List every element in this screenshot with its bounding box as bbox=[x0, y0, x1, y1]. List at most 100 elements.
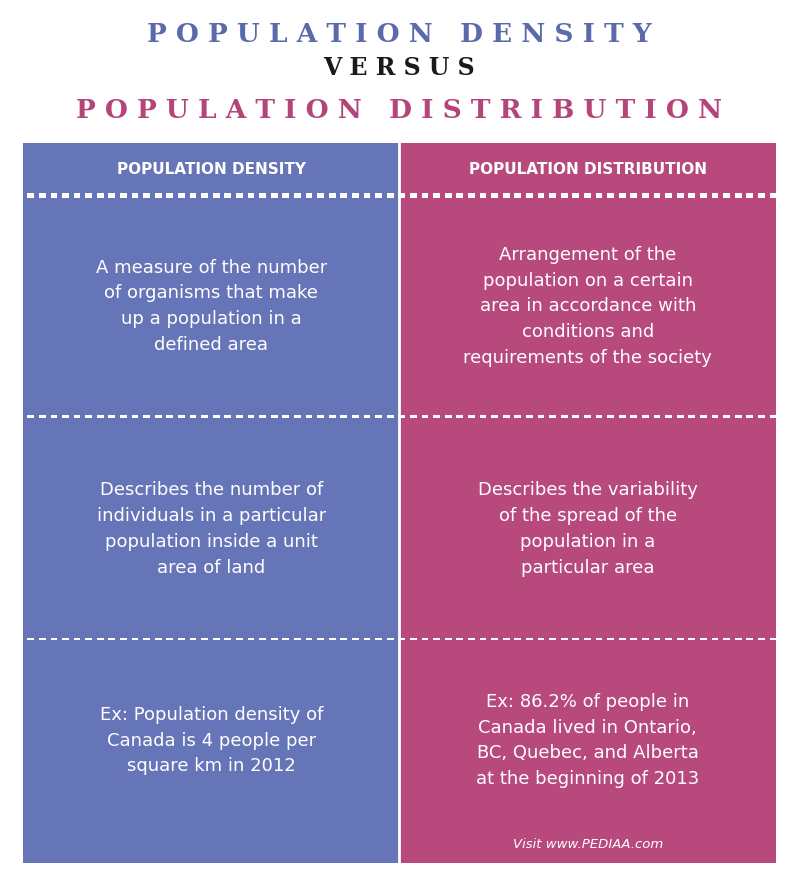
Bar bbox=[201, 638, 208, 643]
Bar bbox=[618, 638, 626, 643]
Bar bbox=[607, 193, 614, 197]
Bar bbox=[259, 193, 266, 197]
Text: POPULATION DISTRIBUTION: POPULATION DISTRIBUTION bbox=[469, 162, 707, 176]
Bar bbox=[364, 416, 371, 420]
Bar bbox=[630, 638, 637, 643]
Bar bbox=[294, 638, 300, 643]
Bar bbox=[189, 416, 197, 420]
Bar bbox=[479, 416, 487, 420]
Bar bbox=[746, 416, 753, 420]
Bar bbox=[400, 143, 777, 195]
Bar bbox=[23, 143, 400, 195]
Bar bbox=[50, 638, 58, 643]
Bar bbox=[572, 193, 579, 197]
Bar bbox=[340, 416, 348, 420]
Bar bbox=[213, 416, 220, 420]
Bar bbox=[491, 193, 498, 197]
Bar bbox=[468, 193, 475, 197]
Bar bbox=[23, 640, 400, 863]
Bar bbox=[364, 638, 371, 643]
Bar bbox=[189, 193, 197, 197]
Bar bbox=[109, 416, 115, 420]
Bar bbox=[400, 417, 777, 640]
Bar bbox=[27, 638, 34, 643]
Bar bbox=[549, 638, 556, 643]
Text: P O P U L A T I O N   D I S T R I B U T I O N: P O P U L A T I O N D I S T R I B U T I … bbox=[77, 99, 722, 123]
Bar bbox=[456, 193, 463, 197]
Bar bbox=[746, 638, 753, 643]
Bar bbox=[479, 193, 487, 197]
Bar bbox=[236, 638, 243, 643]
Text: V E R S U S: V E R S U S bbox=[324, 56, 475, 80]
Bar bbox=[132, 416, 138, 420]
Bar bbox=[189, 638, 197, 643]
Bar bbox=[317, 638, 324, 643]
Bar bbox=[283, 638, 289, 643]
Text: P O P U L A T I O N   D E N S I T Y: P O P U L A T I O N D E N S I T Y bbox=[147, 23, 652, 47]
Bar bbox=[595, 638, 602, 643]
Bar bbox=[618, 193, 626, 197]
Bar bbox=[39, 638, 46, 643]
Bar bbox=[561, 638, 567, 643]
Bar bbox=[62, 416, 69, 420]
Bar bbox=[584, 416, 590, 420]
Text: Describes the number of
individuals in a particular
population inside a unit
are: Describes the number of individuals in a… bbox=[97, 481, 326, 576]
Bar bbox=[27, 416, 34, 420]
Bar bbox=[607, 416, 614, 420]
Bar bbox=[143, 193, 150, 197]
Bar bbox=[468, 416, 475, 420]
Bar bbox=[700, 193, 707, 197]
Bar bbox=[120, 416, 127, 420]
Bar bbox=[433, 638, 440, 643]
Bar bbox=[584, 193, 590, 197]
Bar bbox=[503, 638, 510, 643]
Bar bbox=[23, 195, 400, 417]
Bar bbox=[225, 638, 231, 643]
Bar bbox=[712, 638, 718, 643]
Bar bbox=[723, 638, 730, 643]
Bar bbox=[712, 416, 718, 420]
Bar bbox=[689, 638, 695, 643]
Bar bbox=[213, 638, 220, 643]
Text: Visit www.PEDIAA.com: Visit www.PEDIAA.com bbox=[513, 838, 663, 851]
Bar bbox=[283, 193, 289, 197]
Bar bbox=[85, 638, 92, 643]
Bar bbox=[584, 638, 590, 643]
Bar bbox=[468, 638, 475, 643]
Bar bbox=[376, 638, 382, 643]
Bar bbox=[399, 193, 405, 197]
Bar bbox=[666, 193, 672, 197]
Bar bbox=[433, 193, 440, 197]
Bar bbox=[178, 416, 185, 420]
Bar bbox=[85, 416, 92, 420]
Bar bbox=[85, 193, 92, 197]
Bar bbox=[259, 416, 266, 420]
Bar bbox=[666, 638, 672, 643]
Bar bbox=[166, 416, 173, 420]
Bar bbox=[712, 193, 718, 197]
Text: A measure of the number
of organisms that make
up a population in a
defined area: A measure of the number of organisms tha… bbox=[96, 258, 327, 354]
Bar bbox=[50, 193, 58, 197]
Bar bbox=[689, 193, 695, 197]
Bar bbox=[410, 638, 417, 643]
Bar bbox=[700, 416, 707, 420]
Bar bbox=[515, 193, 521, 197]
Bar bbox=[364, 193, 371, 197]
Bar bbox=[329, 638, 336, 643]
Bar bbox=[248, 193, 254, 197]
Bar bbox=[630, 416, 637, 420]
Bar bbox=[654, 416, 660, 420]
Bar bbox=[538, 638, 544, 643]
Bar bbox=[178, 193, 185, 197]
Bar bbox=[456, 638, 463, 643]
Bar bbox=[352, 638, 359, 643]
Bar bbox=[572, 416, 579, 420]
Bar bbox=[306, 193, 312, 197]
Bar bbox=[700, 638, 707, 643]
Bar bbox=[595, 416, 602, 420]
Bar bbox=[561, 416, 567, 420]
Bar bbox=[538, 193, 544, 197]
Bar bbox=[654, 193, 660, 197]
Bar bbox=[248, 638, 254, 643]
Bar bbox=[400, 640, 777, 863]
